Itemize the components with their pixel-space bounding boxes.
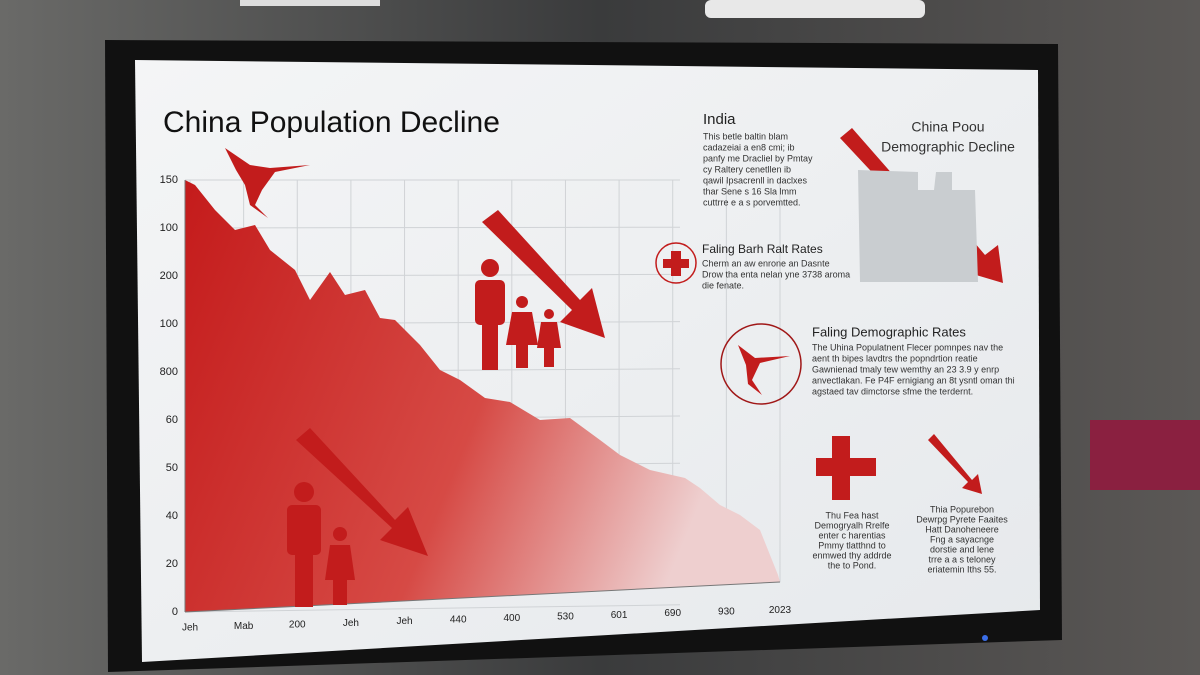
- demo-line: anvectlakan. Fe P4F ernigiang an 8t ysnt…: [812, 375, 1015, 385]
- ceiling-light: [240, 0, 380, 6]
- x-tick-label: 440: [450, 615, 467, 626]
- person: [475, 280, 505, 325]
- arrow: [482, 210, 605, 338]
- india-line: thar Sene s 16 Sla lmm: [703, 186, 797, 196]
- bird: [738, 345, 790, 395]
- person: [544, 309, 554, 319]
- arrow: [296, 428, 428, 556]
- demo-line: aent th bipes lavdtrs the popndrtion rea…: [812, 353, 978, 363]
- grid-line: [184, 604, 681, 613]
- y-tick-label: 40: [166, 510, 178, 522]
- india-heading: India: [703, 111, 736, 128]
- badge-line: Demographic Decline: [881, 139, 1015, 155]
- india-line: This betle baltin blam: [703, 131, 788, 141]
- person: [516, 344, 528, 368]
- note_left-line: Thu Fea hast: [825, 510, 879, 520]
- person: [294, 482, 314, 502]
- india-line: cadazeiai a en8 cmi; ib: [703, 142, 795, 152]
- note_right-line: trre a a s teloney: [928, 554, 996, 564]
- note_right-line: Thia Popurebon: [930, 504, 994, 514]
- demo-line: The Uhina Populatnent Flecer pomnpes nav…: [812, 342, 1003, 352]
- ceiling-light: [705, 0, 925, 18]
- x-tick-label: Jeh: [182, 623, 198, 634]
- note_left-line: the to Pond.: [828, 560, 877, 570]
- note_right-line: Dewrpg Pyrete Faaites: [916, 514, 1008, 524]
- area-decline: [185, 180, 780, 612]
- note_left-line: Pmmy tlatthnd to: [818, 540, 886, 550]
- person: [325, 545, 355, 580]
- india-line: cy Raltery cenetllen ib: [703, 164, 791, 174]
- y-tick-label: 60: [166, 414, 178, 426]
- red-cross: [663, 251, 689, 276]
- note_left-line: enmwed thy addrde: [812, 550, 891, 560]
- person: [544, 347, 554, 367]
- person: [333, 527, 347, 541]
- person: [516, 296, 528, 308]
- x-tick-label: 601: [611, 610, 628, 621]
- y-tick-label: 100: [160, 318, 178, 330]
- x-tick-label: 2023: [769, 605, 792, 616]
- person: [295, 550, 313, 607]
- x-tick-label: Jeh: [343, 618, 359, 629]
- y-tick-label: 100: [160, 222, 178, 234]
- person: [537, 322, 561, 348]
- background-object: [1090, 420, 1200, 490]
- x-tick-label: Mab: [234, 621, 254, 632]
- demo-heading: Faling Demographic Rates: [812, 324, 966, 339]
- birth-line: Drow tha enta nelan yne 3738 aroma: [702, 269, 850, 279]
- bird: [225, 148, 310, 218]
- y-tick-label: 0: [172, 606, 178, 618]
- x-tick-label: 400: [503, 613, 520, 624]
- x-tick-label: Jeh: [396, 616, 412, 627]
- x-tick-label: 930: [718, 607, 735, 618]
- person: [481, 259, 499, 277]
- red-cross: [816, 436, 876, 500]
- note_left-line: Demogryalh Rrelfe: [814, 520, 889, 530]
- y-tick-label: 20: [166, 558, 178, 570]
- title: China Population Decline: [163, 106, 500, 139]
- person: [506, 312, 538, 345]
- y-tick-label: 150: [160, 174, 178, 186]
- x-tick-label: 200: [289, 619, 306, 630]
- note_right-line: eriatemin Iths 55.: [927, 564, 996, 574]
- note_right-line: Fng a sayacnge: [930, 534, 994, 544]
- y-tick-label: 800: [160, 366, 178, 378]
- person: [287, 505, 321, 555]
- x-tick-label: 530: [557, 611, 574, 622]
- icon-circle: [720, 323, 802, 405]
- birth-heading: Faling Barh Ralt Rates: [702, 242, 823, 256]
- india-line: panfy me Dracliel by Pmtay: [703, 153, 813, 163]
- birth-line: die fenate.: [702, 280, 744, 290]
- x-tick-label: 690: [664, 608, 681, 619]
- note_left-line: enter c harentias: [818, 530, 886, 540]
- birth-line: Cherm an aw enrone an Dasnte: [702, 258, 830, 268]
- demo-line: agstaed tav dimctorse sfme the terdernt.: [812, 386, 973, 396]
- note_right-line: Hatt Danoheneere: [925, 524, 999, 534]
- power-led: [982, 635, 988, 641]
- person: [333, 578, 347, 605]
- x-axis: [184, 581, 781, 613]
- icon-circle: [655, 242, 697, 284]
- note_right-line: dorstie and lene: [930, 544, 994, 554]
- badge-line: China Poou: [911, 119, 984, 135]
- y-tick-label: 200: [160, 270, 178, 282]
- y-tick-label: 50: [166, 462, 178, 474]
- arrow: [928, 434, 982, 494]
- demo-line: Gawnienad tmaly tew wemthy an 23 3.9 y e…: [812, 364, 999, 374]
- building-block: [858, 170, 978, 282]
- india-line: cuttrre e a s porvemtted.: [703, 197, 801, 207]
- india-line: qawil Ipsacrenll in daclxes: [703, 175, 808, 185]
- person: [482, 320, 498, 370]
- grid-line: [184, 226, 681, 229]
